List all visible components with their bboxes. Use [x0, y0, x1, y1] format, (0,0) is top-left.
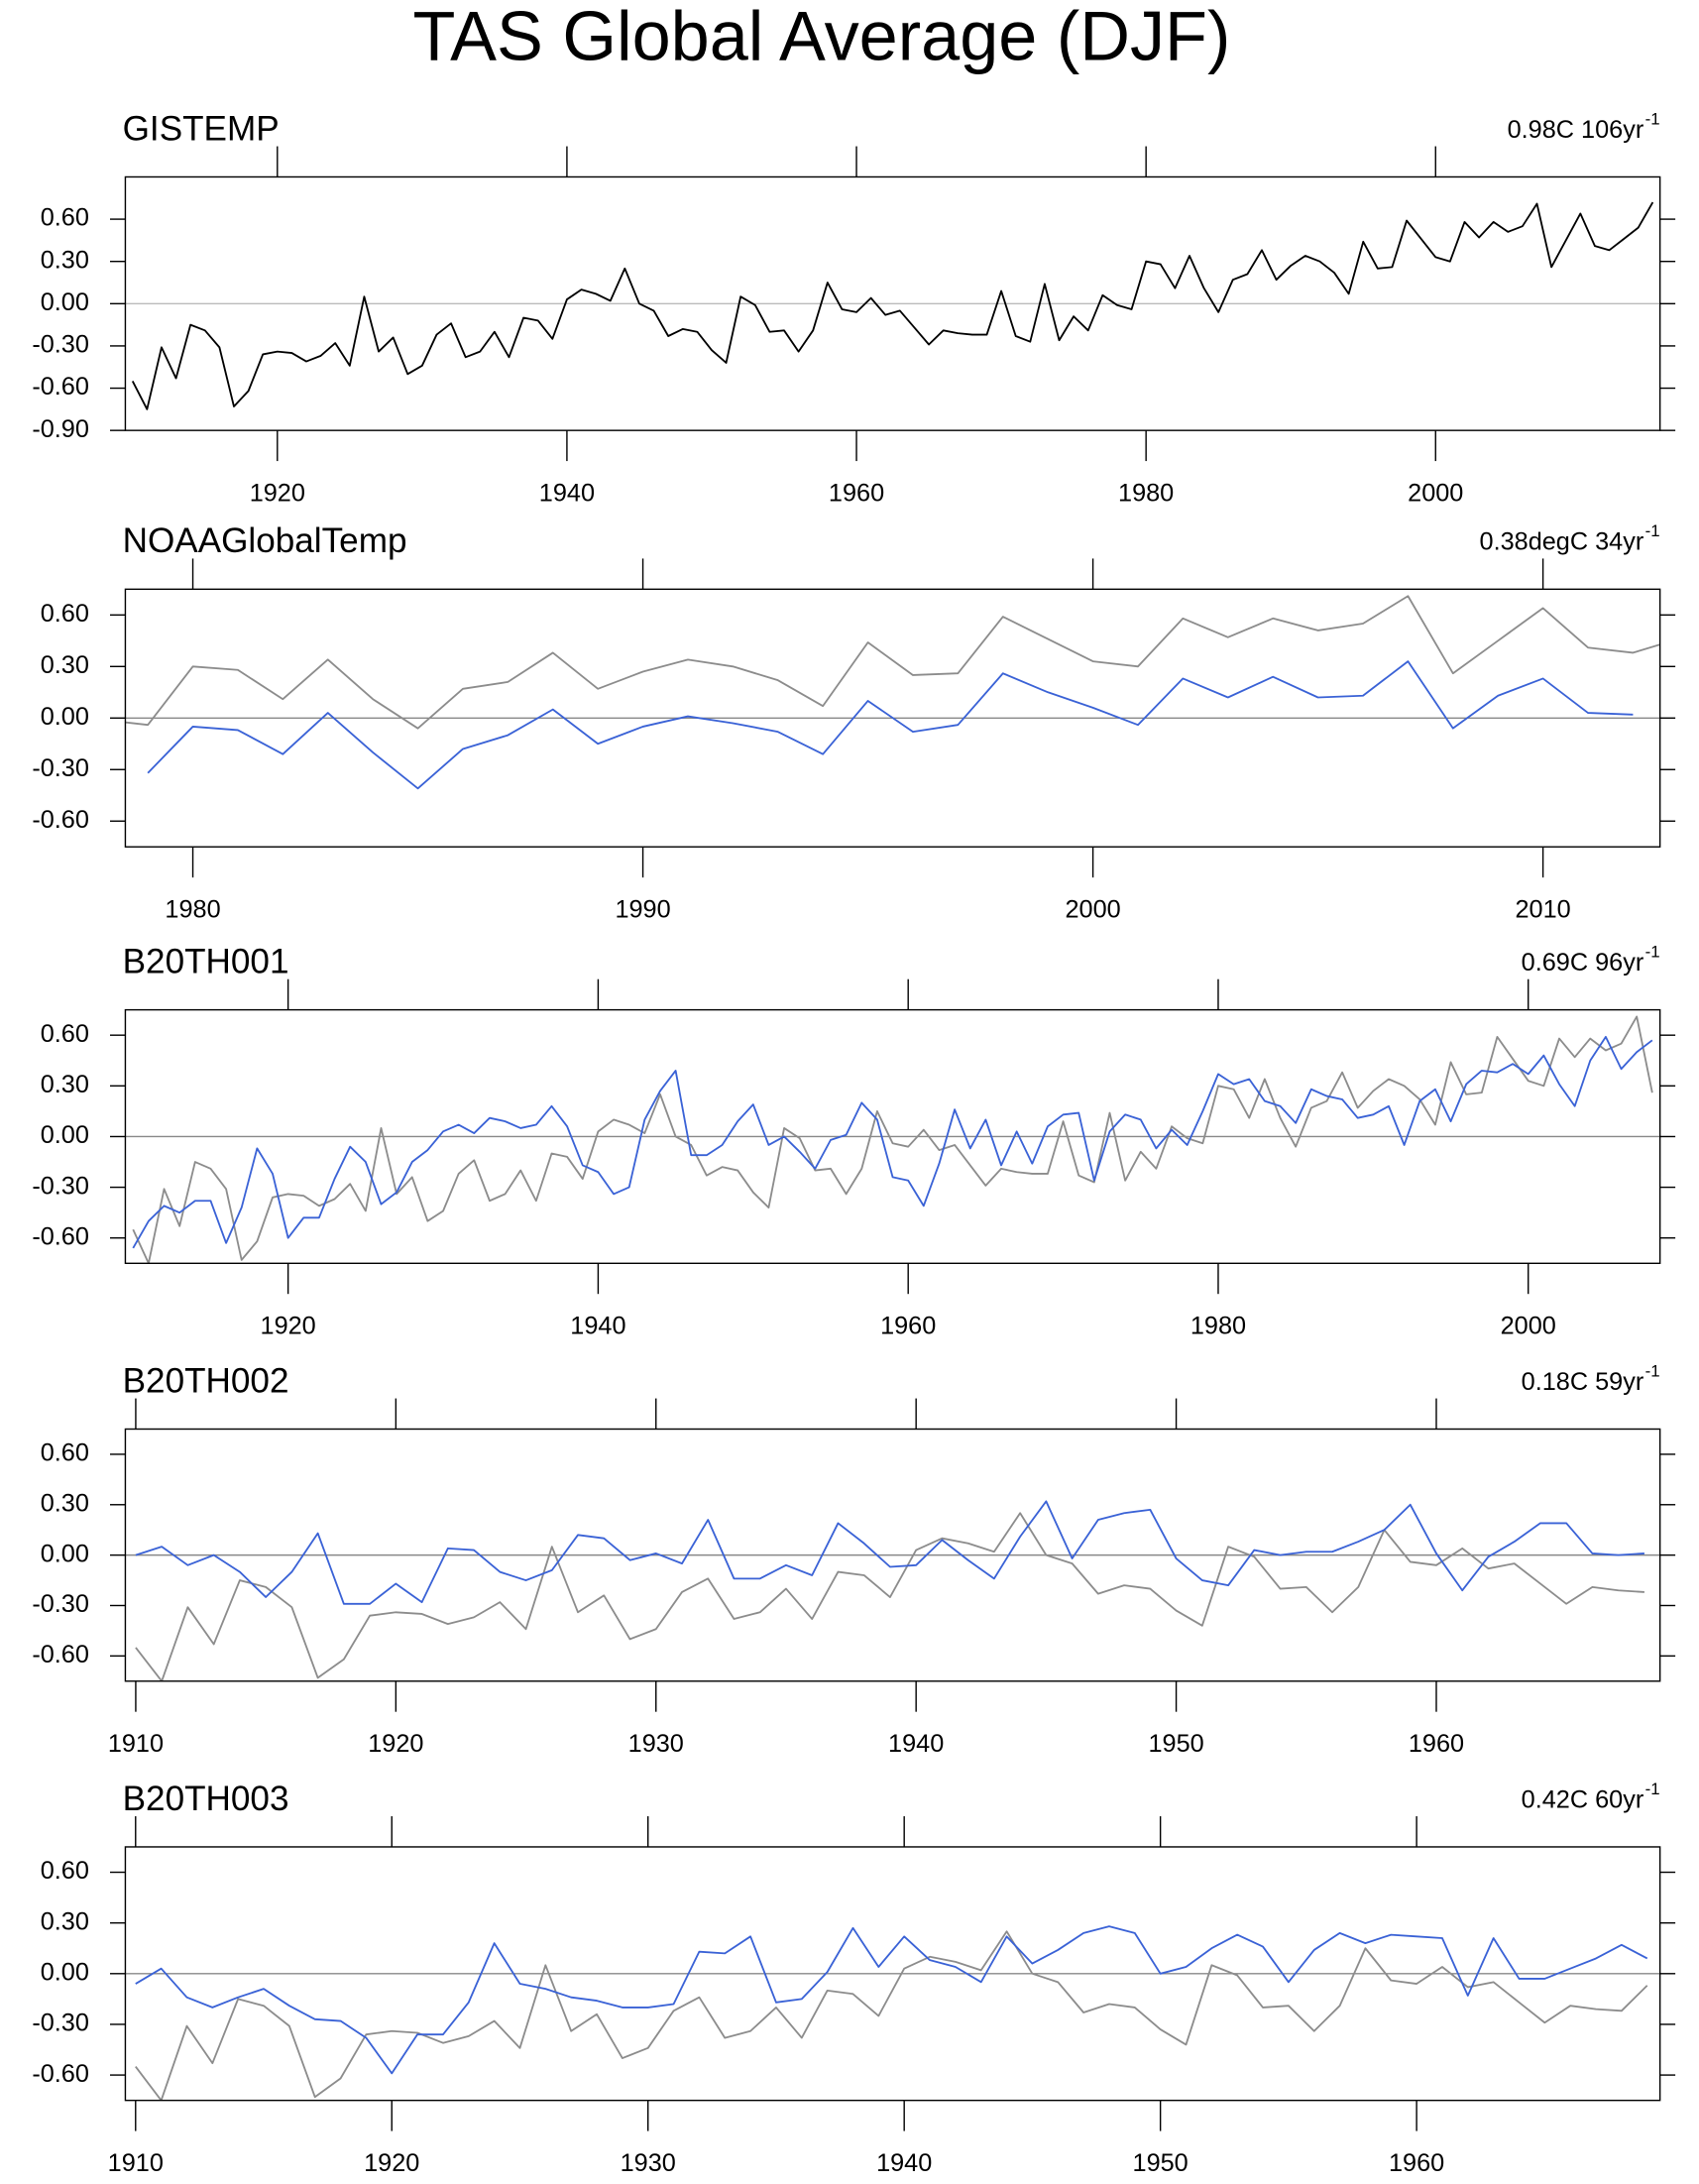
series-line [147, 660, 1634, 790]
x-tick-label: 1920 [250, 479, 305, 507]
y-tick-label: 0.30 [41, 246, 89, 274]
x-tick-label: 1920 [364, 2149, 419, 2177]
y-tick-label: -0.30 [32, 754, 89, 782]
series-line [135, 1925, 1648, 2075]
x-tick-label: 2000 [1501, 1313, 1556, 1340]
trend-exponent: -1 [1645, 1361, 1660, 1380]
panel-title: B20TH001 [123, 943, 289, 981]
trend-exponent: -1 [1645, 109, 1660, 128]
x-tick-label: 1910 [108, 2149, 164, 2177]
x-tick-label: 1960 [880, 1313, 936, 1340]
x-tick-label: 1930 [621, 2149, 676, 2177]
x-tick-label: 2010 [1516, 896, 1571, 924]
x-tick-label: 1960 [829, 479, 884, 507]
trend-label: 0.38degC 34yr [1480, 528, 1644, 556]
panel: B20TH001 -10.69C 96yr -0.60 -0.30 0.00 0.30 0.… [32, 942, 1676, 1340]
x-tick-label: 1940 [876, 2149, 932, 2177]
x-tick-label: 2000 [1408, 479, 1463, 507]
x-tick-label: 1960 [1409, 1730, 1464, 1758]
panel: NOAAGlobalTemp -10.38degC 34yr -0.60 -0.30 0… [32, 521, 1676, 924]
x-tick-label: 1920 [261, 1313, 316, 1340]
y-tick-label: -0.30 [32, 1590, 89, 1618]
x-tick-label: 1910 [108, 1730, 164, 1758]
series-line [135, 1500, 1644, 1605]
panel: GISTEMP -10.98C 106yr -0.90 -0.60 -0.30 0.00 0… [32, 109, 1676, 507]
series-line [132, 1015, 1653, 1264]
y-tick-label: 0.00 [41, 1540, 89, 1567]
x-tick-label: 2000 [1065, 896, 1120, 924]
x-tick-label: 1990 [615, 896, 670, 924]
panel-title: NOAAGlobalTemp [123, 521, 407, 560]
y-tick-label: -0.60 [32, 2060, 89, 2088]
x-tick-label: 1960 [1389, 2149, 1444, 2177]
y-tick-label: -0.60 [32, 1222, 89, 1250]
series-line [131, 201, 1654, 410]
panel-title: GISTEMP [123, 109, 280, 148]
y-tick-label: -0.60 [32, 1641, 89, 1668]
series-line [125, 595, 1660, 730]
series-group [125, 595, 1660, 790]
y-tick-label: -0.60 [32, 806, 89, 834]
series-group [135, 1925, 1648, 2101]
x-tick-label: 1920 [368, 1730, 423, 1758]
series-group [131, 201, 1654, 410]
y-tick-label: -0.60 [32, 373, 89, 401]
y-tick-label: 0.30 [41, 651, 89, 679]
trend-label: 0.98C 106yr [1508, 116, 1644, 144]
y-tick-label: 0.60 [41, 204, 89, 232]
x-tick-label: 1940 [570, 1313, 625, 1340]
x-tick-label: 1980 [1118, 479, 1174, 507]
x-tick-label: 1950 [1133, 2149, 1189, 2177]
y-tick-label: 0.30 [41, 1071, 89, 1098]
trend-label: 0.42C 60yr [1522, 1785, 1644, 1813]
x-tick-label: 1930 [628, 1730, 684, 1758]
series-line [135, 1512, 1644, 1681]
series-line [135, 1930, 1648, 2101]
trend-label: 0.18C 59yr [1522, 1368, 1644, 1396]
y-tick-label: 0.30 [41, 1907, 89, 1935]
plot-frame [124, 175, 1661, 431]
y-tick-label: -0.30 [32, 331, 89, 359]
x-tick-label: 1950 [1148, 1730, 1203, 1758]
series-group [132, 1015, 1653, 1264]
trend-label: 0.69C 96yr [1522, 949, 1644, 977]
x-tick-label: 1980 [1190, 1313, 1246, 1340]
y-tick-label: 0.60 [41, 1857, 89, 1885]
trend-exponent: -1 [1645, 942, 1660, 961]
figure-title: TAS Global Average (DJF) [412, 0, 1230, 75]
y-tick-label: 0.00 [41, 288, 89, 316]
y-tick-label: 0.60 [41, 1020, 89, 1048]
panel: B20TH003 -10.42C 60yr -0.60 -0.30 0.00 0.30 0.… [32, 1780, 1676, 2177]
y-tick-label: 0.60 [41, 600, 89, 628]
x-tick-label: 1940 [888, 1730, 944, 1758]
plot-frame [124, 1428, 1661, 1682]
trend-exponent: -1 [1645, 1780, 1660, 1798]
x-tick-label: 1980 [165, 896, 220, 924]
y-tick-label: -0.30 [32, 2010, 89, 2037]
series-line [132, 1035, 1653, 1249]
y-tick-label: 0.30 [41, 1489, 89, 1517]
x-tick-label: 1940 [539, 479, 595, 507]
plot-frame [124, 1008, 1661, 1265]
trend-exponent: -1 [1645, 521, 1660, 540]
y-tick-label: -0.30 [32, 1172, 89, 1200]
panel-title: B20TH003 [123, 1780, 289, 1818]
plot-frame [124, 1846, 1661, 2102]
panel-title: B20TH002 [123, 1361, 289, 1400]
y-tick-label: 0.00 [41, 1121, 89, 1149]
series-group [135, 1500, 1644, 1681]
y-tick-label: 0.60 [41, 1439, 89, 1467]
plot-frame [124, 588, 1661, 848]
y-tick-label: 0.00 [41, 703, 89, 731]
y-tick-label: -0.90 [32, 415, 89, 443]
y-tick-label: 0.00 [41, 1958, 89, 1986]
panel: B20TH002 -10.18C 59yr -0.60 -0.30 0.00 0.30 0.… [32, 1361, 1676, 1758]
